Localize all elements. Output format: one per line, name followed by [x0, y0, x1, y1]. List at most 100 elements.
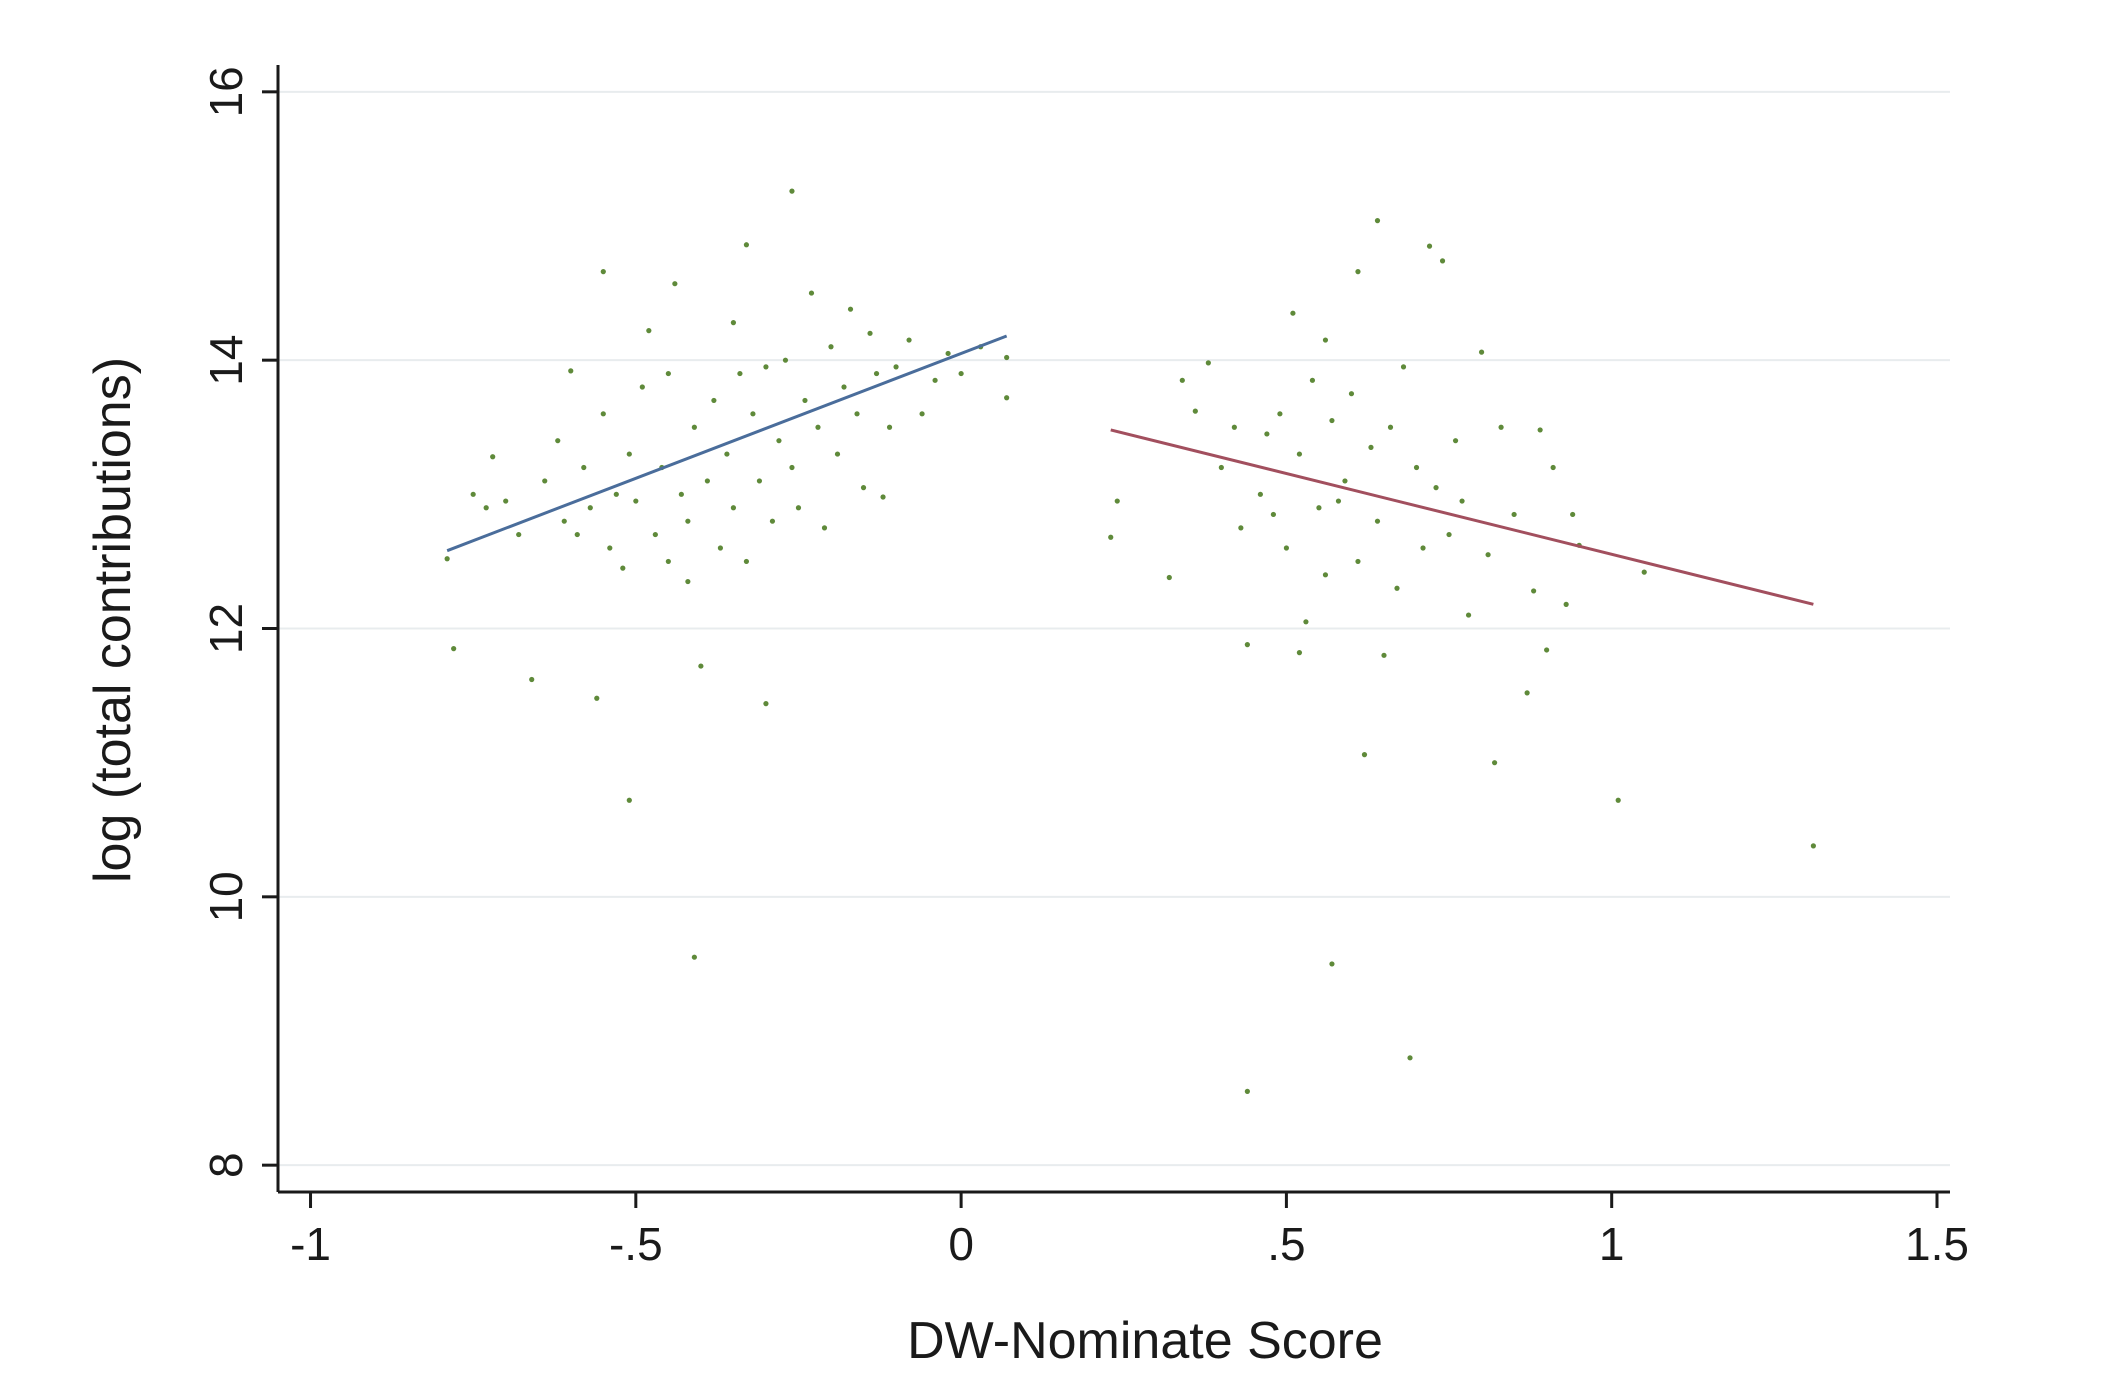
- scatter-point: [691, 424, 697, 430]
- scatter-point: [1439, 258, 1446, 264]
- scatter-point: [639, 384, 645, 390]
- gridlines: [278, 90, 1950, 1167]
- scatter-point: [1192, 408, 1198, 414]
- scatter-point: [691, 954, 697, 960]
- scatter-point: [841, 384, 847, 390]
- scatter-point: [587, 505, 593, 511]
- scatter-point: [626, 451, 632, 457]
- scatter-point: [444, 556, 450, 562]
- scatter-point: [1257, 491, 1263, 497]
- y-tick-label: 14: [200, 335, 252, 386]
- scatter-point: [1218, 464, 1224, 471]
- x-tick-label: .5: [1267, 1218, 1305, 1270]
- scatter-point: [685, 578, 691, 585]
- scatter-point: [1374, 218, 1381, 224]
- y-tick-label: 10: [200, 871, 252, 922]
- scatter-point: [574, 531, 580, 538]
- scatter-point: [828, 344, 834, 350]
- x-tick-label: -1: [290, 1218, 331, 1270]
- scatter-point: [769, 518, 776, 524]
- scatter-point: [847, 306, 854, 312]
- scatter-point: [1381, 652, 1387, 658]
- scatter-point: [756, 478, 763, 484]
- scatter-point: [1446, 531, 1452, 538]
- scatter-point: [451, 646, 457, 652]
- scatter-point: [763, 364, 769, 370]
- scatter-point: [1270, 511, 1276, 518]
- scatter-point: [665, 370, 671, 377]
- scatter-point: [561, 518, 567, 524]
- x-axis-title: DW-Nominate Score: [907, 1312, 1383, 1370]
- scatter-point: [542, 478, 548, 484]
- scatter-point: [1277, 411, 1283, 417]
- scatter-point: [1329, 417, 1335, 424]
- scatter-point: [1296, 650, 1303, 656]
- scatter-point: [1348, 391, 1355, 397]
- data-points: [444, 188, 1816, 1094]
- scatter-point: [1264, 431, 1270, 437]
- scatter-point: [594, 695, 600, 701]
- scatter-point: [652, 531, 658, 538]
- fit-line-right: [1110, 428, 1814, 606]
- fit-line-left: [446, 334, 1008, 553]
- scatter-point: [600, 269, 606, 275]
- scatter-point: [737, 370, 743, 377]
- scatter-point: [1465, 612, 1472, 618]
- scatter-point: [808, 290, 815, 296]
- scatter-point: [1563, 601, 1569, 607]
- scatter-point: [529, 676, 535, 683]
- scatter-point: [1296, 451, 1303, 457]
- scatter-point: [1322, 337, 1329, 343]
- scatter-point: [724, 451, 730, 457]
- scatter-point: [1335, 498, 1342, 504]
- scatter-point: [600, 411, 606, 417]
- scatter-point: [854, 411, 860, 417]
- scatter-point: [665, 558, 671, 565]
- scatter-point: [1420, 545, 1426, 551]
- scatter-point: [782, 357, 789, 363]
- scatter-point: [763, 701, 769, 707]
- x-axis-ticks: -1 -.5 0 .5 1 1.5: [290, 1192, 1969, 1270]
- y-tick-label: 8: [200, 1152, 252, 1178]
- y-tick-label: 12: [200, 603, 252, 654]
- scatter-point: [945, 350, 951, 357]
- scatter-point: [1491, 760, 1498, 766]
- scatter-point: [1485, 552, 1491, 558]
- scatter-point: [1179, 377, 1185, 383]
- scatter-point: [711, 397, 717, 404]
- scatter-point: [1641, 569, 1647, 575]
- scatter-point: [880, 494, 886, 500]
- scatter-point: [1355, 269, 1361, 275]
- scatter-point: [1205, 360, 1211, 366]
- x-tick-label: 1: [1599, 1218, 1625, 1270]
- scatter-point: [821, 525, 828, 531]
- scatter-point: [1544, 647, 1550, 653]
- y-axis-ticks: 8 10 12 14 16: [200, 66, 278, 1178]
- y-axis-title: log (total contributions): [84, 357, 142, 883]
- scatter-point: [789, 188, 795, 194]
- scatter-point: [1524, 690, 1530, 696]
- scatter-point: [1361, 752, 1368, 758]
- scatter-point: [704, 478, 710, 484]
- x-tick-label: 1.5: [1905, 1218, 1969, 1270]
- scatter-point: [730, 320, 737, 326]
- scatter-point: [776, 438, 782, 444]
- scatter-point: [860, 485, 867, 491]
- fit-lines: [446, 334, 1814, 606]
- scatter-point: [1004, 354, 1010, 361]
- scatter-point: [958, 370, 964, 377]
- scatter-point: [1290, 310, 1296, 316]
- scatter-point: [1303, 619, 1309, 625]
- scatter-point: [1511, 511, 1517, 518]
- scatter-point: [568, 368, 574, 374]
- scatter-point: [1537, 427, 1543, 433]
- scatter-point: [1368, 444, 1374, 450]
- scatter-point: [685, 518, 691, 524]
- scatter-point: [1400, 364, 1407, 370]
- scatter-point: [1478, 349, 1485, 355]
- scatter-point: [698, 663, 704, 669]
- scatter-point: [1413, 464, 1420, 471]
- scatter-point: [1283, 545, 1290, 551]
- scatter-point: [1238, 525, 1244, 531]
